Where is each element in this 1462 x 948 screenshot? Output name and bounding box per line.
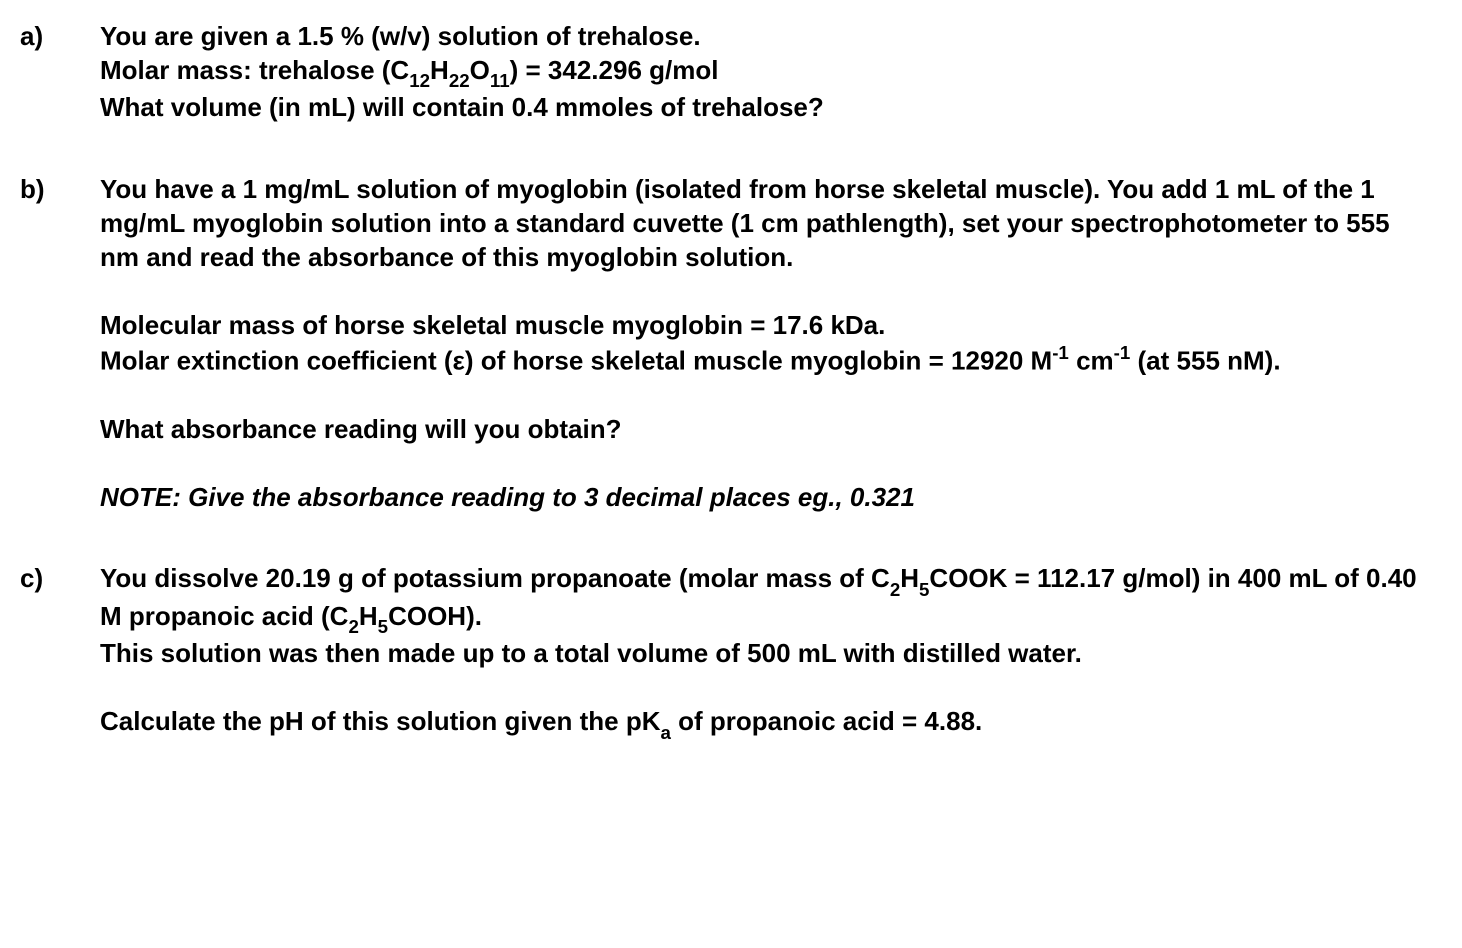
question-c: c) You dissolve 20.19 g of potassium pro… xyxy=(20,562,1432,742)
question-a-paragraph: You are given a 1.5 % (w/v) solution of … xyxy=(100,20,1432,125)
text-line: H xyxy=(900,563,919,593)
text-line: H xyxy=(430,55,449,85)
text-line: Molecular mass of horse skeletal muscle … xyxy=(100,310,885,340)
subscript: 2 xyxy=(890,579,900,600)
text-line: ) = 342.296 g/mol xyxy=(510,55,719,85)
question-a-body: You are given a 1.5 % (w/v) solution of … xyxy=(100,20,1432,125)
superscript: -1 xyxy=(1114,342,1131,363)
question-b-body: You have a 1 mg/mL solution of myoglobin… xyxy=(100,173,1432,514)
question-a: a) You are given a 1.5 % (w/v) solution … xyxy=(20,20,1432,125)
question-b: b) You have a 1 mg/mL solution of myoglo… xyxy=(20,173,1432,514)
question-b-paragraph-2: Molecular mass of horse skeletal muscle … xyxy=(100,309,1432,379)
text-line: You are given a 1.5 % (w/v) solution of … xyxy=(100,21,701,51)
text-line: H xyxy=(359,601,378,631)
text-line: Calculate the pH of this solution given … xyxy=(100,706,660,736)
subscript: 22 xyxy=(449,70,470,91)
question-b-paragraph-3: What absorbance reading will you obtain? xyxy=(100,413,1432,447)
subscript: 11 xyxy=(490,70,510,91)
question-b-paragraph-1: You have a 1 mg/mL solution of myoglobin… xyxy=(100,173,1432,274)
text-line: (at 555 nM). xyxy=(1130,346,1280,376)
question-a-label: a) xyxy=(20,20,100,54)
question-c-paragraph-2: Calculate the pH of this solution given … xyxy=(100,705,1432,743)
text-line: Molar mass: trehalose (C xyxy=(100,55,409,85)
text-line: What volume (in mL) will contain 0.4 mmo… xyxy=(100,92,824,122)
subscript: a xyxy=(660,722,670,743)
question-c-label: c) xyxy=(20,562,100,596)
text-line: NOTE: Give the absorbance reading to 3 d… xyxy=(100,482,915,512)
text-line: cm xyxy=(1069,346,1114,376)
superscript: -1 xyxy=(1052,342,1069,363)
text-line: Molar extinction coefficient (ε) of hors… xyxy=(100,346,1052,376)
question-b-note: NOTE: Give the absorbance reading to 3 d… xyxy=(100,481,1432,515)
text-line: You dissolve 20.19 g of potassium propan… xyxy=(100,563,890,593)
page-container: a) You are given a 1.5 % (w/v) solution … xyxy=(0,0,1462,811)
text-line: You have a 1 mg/mL solution of myoglobin… xyxy=(100,174,1390,272)
text-line: of propanoic acid = 4.88. xyxy=(671,706,982,736)
question-b-label: b) xyxy=(20,173,100,207)
subscript: 12 xyxy=(409,70,430,91)
subscript: 2 xyxy=(348,616,358,637)
question-c-paragraph-1: You dissolve 20.19 g of potassium propan… xyxy=(100,562,1432,671)
subscript: 5 xyxy=(919,579,929,600)
text-line: COOH). xyxy=(388,601,482,631)
subscript: 5 xyxy=(378,616,388,637)
text-line: O xyxy=(470,55,490,85)
text-line: What absorbance reading will you obtain? xyxy=(100,414,622,444)
question-c-body: You dissolve 20.19 g of potassium propan… xyxy=(100,562,1432,742)
text-line: This solution was then made up to a tota… xyxy=(100,638,1082,668)
